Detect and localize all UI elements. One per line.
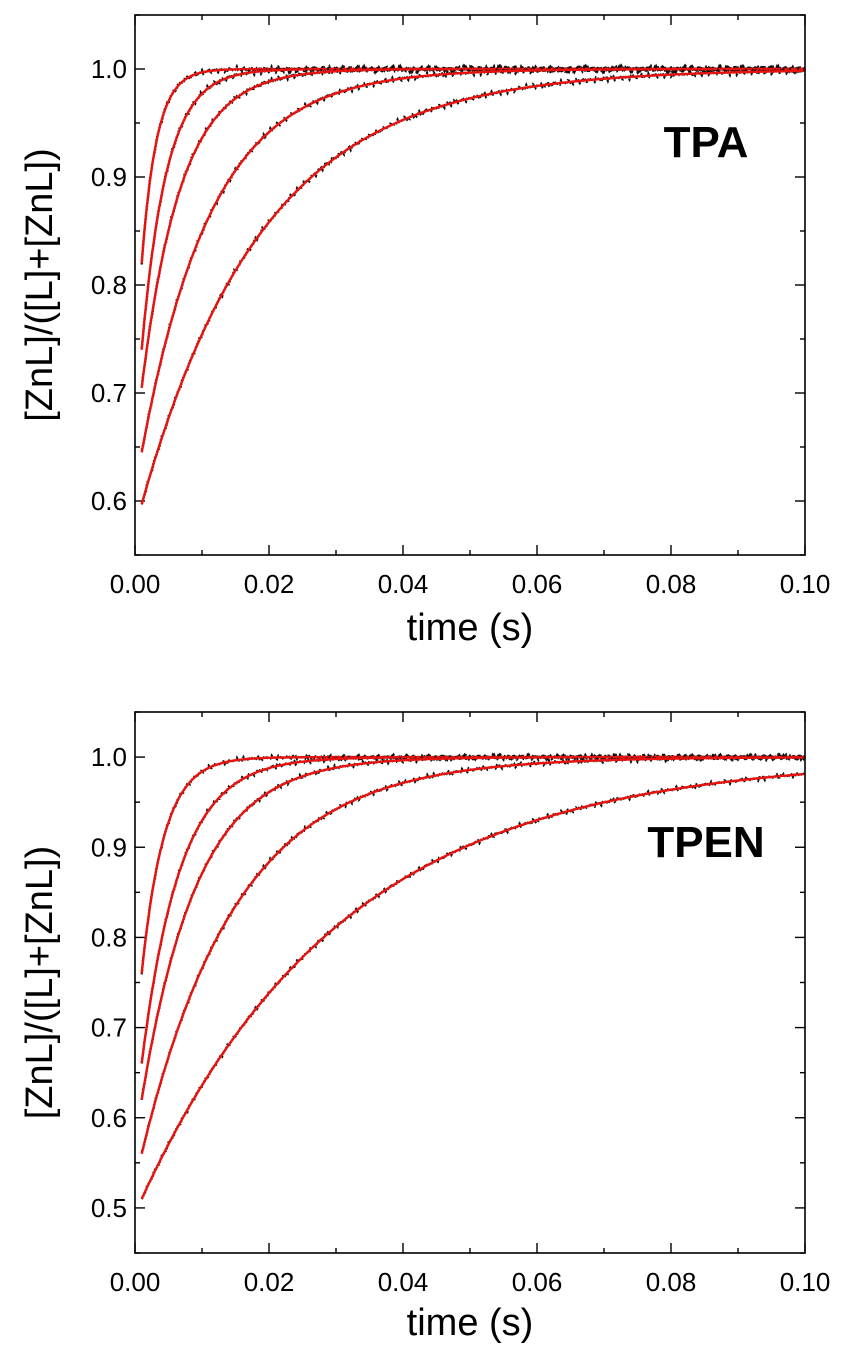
plot-frame	[134, 14, 806, 556]
series-2	[140, 63, 807, 350]
series-5	[140, 66, 806, 505]
data-trace-2	[140, 752, 806, 1063]
y-tick-label: 1.0	[91, 54, 127, 84]
data-trace-3	[140, 63, 806, 388]
y-tick-label: 0.9	[91, 832, 127, 862]
y-tick-label: 0.6	[91, 1103, 127, 1133]
fit-curve-2	[140, 755, 804, 1064]
y-tick-label: 0.8	[91, 922, 127, 952]
fit-curve-3	[140, 755, 804, 1100]
x-tick-label: 0.02	[244, 1267, 295, 1297]
y-tick-label: 0.5	[91, 1193, 127, 1223]
x-tick-label: 0.06	[512, 569, 563, 599]
x-axis-title: time (s)	[407, 607, 534, 649]
y-tick-label: 0.7	[91, 1013, 127, 1043]
series-4	[140, 753, 806, 1155]
y-axis-title: [ZnL]/([L]+[ZnL])	[19, 846, 61, 1120]
fit-curve-4	[140, 756, 804, 1155]
y-tick-label: 0.9	[91, 162, 127, 192]
x-tick-label: 0.04	[378, 1267, 429, 1297]
series-5	[140, 771, 806, 1200]
data-trace-2	[140, 63, 807, 349]
chart-panel-tpen: 0.00 0.02 0.04 0.06 0.08 0.10 0.5 0.6 0.7 0.8 0.9 1…	[19, 711, 831, 1344]
x-tick-label: 0.04	[378, 569, 429, 599]
x-tick-label: 0.00	[110, 569, 161, 599]
x-axis-title: time (s)	[407, 1302, 534, 1344]
y-axis-title: [ZnL]/([L]+[ZnL])	[19, 148, 61, 422]
panel-label: TPEN	[647, 818, 764, 867]
fit-curve-5	[140, 772, 804, 1200]
panel-label: TPA	[664, 118, 749, 167]
fit-curve-5	[140, 69, 804, 505]
series-4	[140, 63, 806, 453]
x-tick-label: 0.02	[244, 569, 295, 599]
y-tick-label: 1.0	[91, 742, 127, 772]
series-3	[140, 752, 806, 1101]
x-tick-label: 0.08	[646, 1267, 697, 1297]
x-tick-label: 0.00	[110, 1267, 161, 1297]
fit-curve-2	[140, 67, 804, 350]
plot-frame	[134, 711, 806, 1254]
series-2	[140, 752, 806, 1064]
y-tick-label: 0.8	[91, 270, 127, 300]
series-3	[140, 63, 806, 388]
y-tick-label: 0.7	[91, 378, 127, 408]
x-tick-label: 0.10	[780, 569, 831, 599]
data-trace-3	[140, 752, 806, 1101]
x-tick-label: 0.06	[512, 1267, 563, 1297]
fit-curve-3	[140, 67, 804, 388]
x-tick-label: 0.10	[780, 1267, 831, 1297]
fit-curve-4	[140, 67, 804, 453]
x-tick-label: 0.08	[646, 569, 697, 599]
chart-panel-tpa: 0.00 0.02 0.04 0.06 0.08 0.10 0.6 0.7 0.8 0.9 1.0 t…	[19, 14, 831, 649]
y-tick-label: 0.6	[91, 486, 127, 516]
